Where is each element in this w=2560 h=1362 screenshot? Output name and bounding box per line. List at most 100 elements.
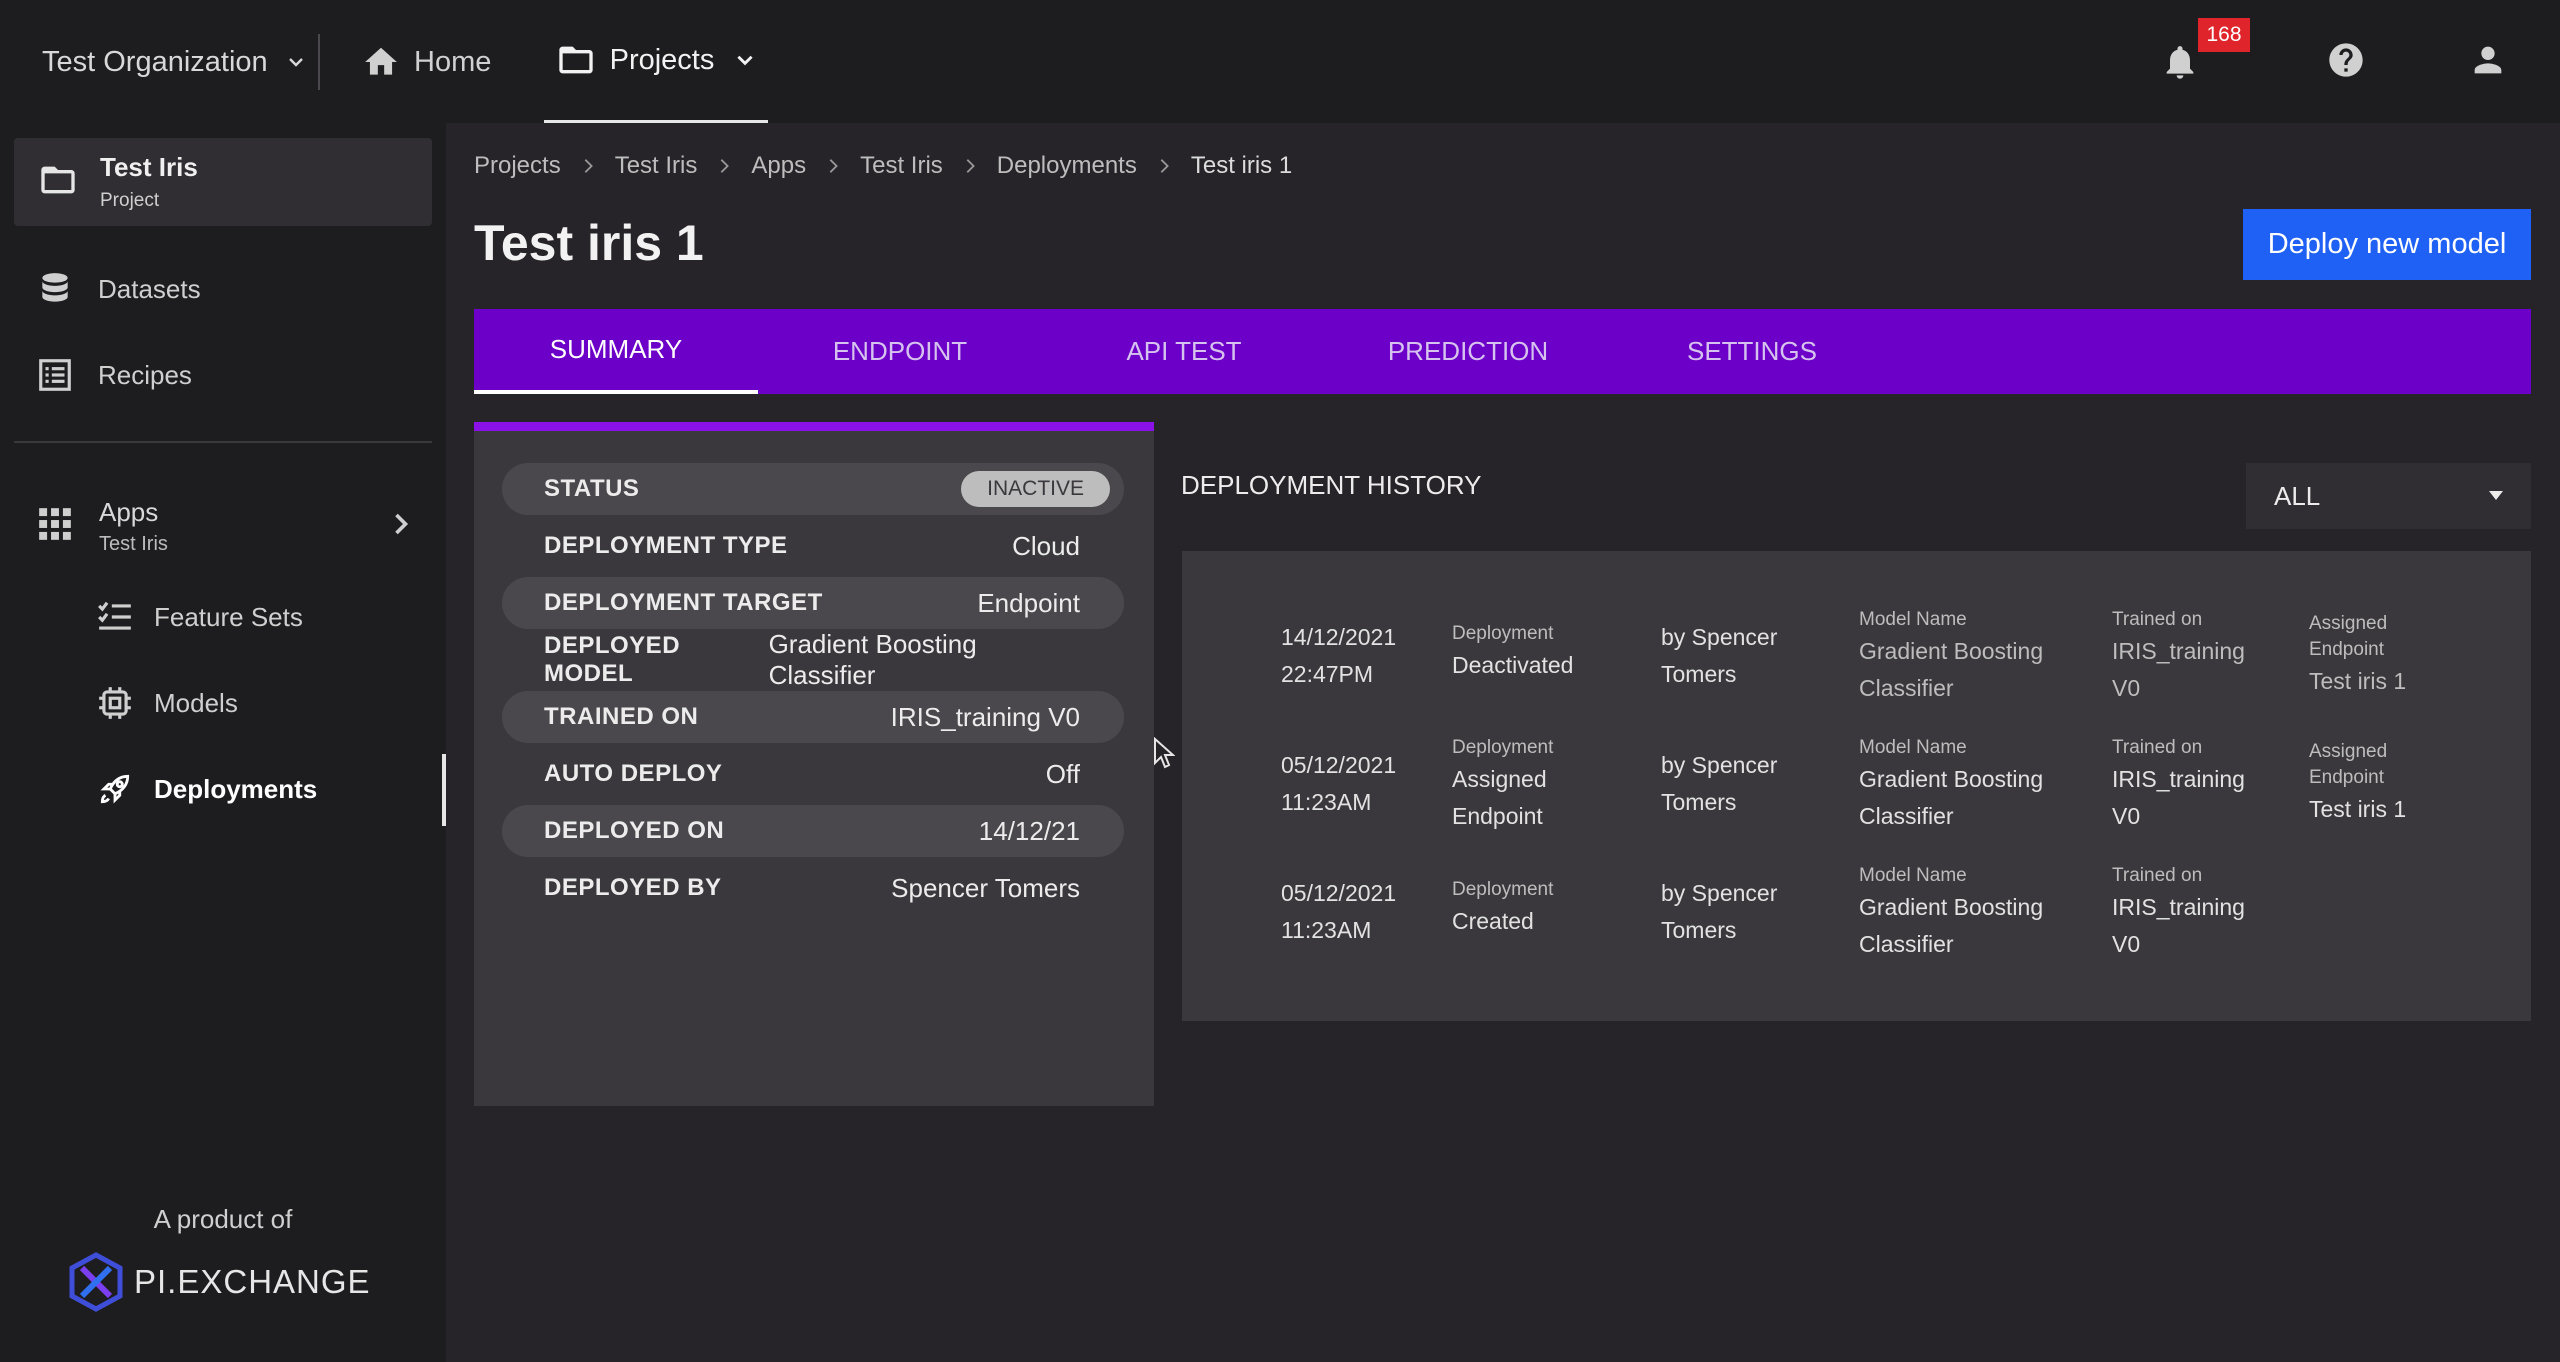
- history-model-value: Classifier: [1859, 931, 1954, 957]
- deployment-history-panel: 14/12/2021 22:47PM Deployment Deactivate…: [1182, 551, 2531, 1021]
- sidebar-project-card[interactable]: Test Iris Project: [14, 138, 432, 226]
- summary-key: DEPLOYMENT TARGET: [544, 589, 823, 616]
- history-trained-value: IRIS_training: [2112, 894, 2245, 920]
- tab-prediction[interactable]: PREDICTION: [1387, 336, 1549, 366]
- breadcrumb-project[interactable]: Test Iris: [614, 152, 698, 179]
- deployment-history-title: DEPLOYMENT HISTORY: [1181, 470, 1482, 500]
- nav-home[interactable]: Home: [362, 38, 491, 86]
- history-model-value: Classifier: [1859, 675, 1954, 701]
- history-date: 05/12/2021: [1281, 880, 1397, 906]
- nav-projects[interactable]: Projects: [544, 0, 768, 123]
- history-trained-value: V0: [2112, 675, 2141, 701]
- history-event-value: Created: [1452, 908, 1534, 934]
- history-datetime: 14/12/2021 22:47PM: [1281, 619, 1396, 693]
- sidebar-item-deployments[interactable]: Deployments: [96, 765, 317, 813]
- checklist-icon: [98, 601, 131, 630]
- summary-value: Endpoint: [977, 587, 1080, 618]
- history-endpoint-label: Endpoint: [2309, 767, 2385, 788]
- summary-row-status: STATUS INACTIVE: [502, 463, 1124, 515]
- help-icon[interactable]: [2326, 40, 2366, 80]
- summary-key: DEPLOYMENT TYPE: [544, 532, 788, 559]
- summary-value: IRIS_training V0: [890, 701, 1080, 732]
- tab-summary[interactable]: SUMMARY: [474, 309, 758, 394]
- notification-bell-icon[interactable]: [2160, 42, 2200, 82]
- tab-settings[interactable]: SETTINGS: [1686, 336, 1817, 366]
- chip-icon: [99, 687, 131, 719]
- chevron-right-icon: [584, 159, 593, 173]
- history-trained-value: V0: [2112, 931, 2141, 957]
- chevron-down-icon[interactable]: [734, 49, 756, 71]
- summary-key: AUTO DEPLOY: [544, 760, 723, 787]
- notification-count-badge: 168: [2198, 18, 2250, 52]
- history-endpoint-value: Test iris 1: [2309, 796, 2407, 822]
- summary-row: DEPLOYED BY Spencer Tomers: [502, 862, 1124, 914]
- top-bar: Test Organization Home Projects 168: [0, 0, 2560, 123]
- summary-value: Cloud: [1012, 530, 1080, 561]
- history-by-line: Tomers: [1661, 917, 1737, 943]
- history-trained-value: IRIS_training: [2112, 638, 2245, 664]
- history-event-value: Endpoint: [1452, 803, 1543, 829]
- sidebar-item-recipes[interactable]: Recipes: [36, 351, 192, 399]
- history-event: Deployment Assigned Endpoint: [1452, 735, 1553, 835]
- history-endpoint: Assigned Endpoint Test iris 1: [2309, 739, 2406, 828]
- history-trained: Trained on IRIS_training V0: [2112, 735, 2245, 835]
- active-indicator: [442, 754, 446, 826]
- history-endpoint-label: Endpoint: [2309, 639, 2385, 660]
- history-by-line: Tomers: [1661, 661, 1737, 687]
- tab-bar: SUMMARY ENDPOINT API TEST PREDICTION SET…: [474, 309, 2531, 394]
- sidebar-item-feature-sets[interactable]: Feature Sets: [96, 593, 303, 641]
- history-trained-value: IRIS_training: [2112, 766, 2245, 792]
- history-event: Deployment Created: [1452, 877, 1553, 940]
- history-model: Model Name Gradient Boosting Classifier: [1859, 735, 2043, 835]
- mouse-cursor-icon: [1154, 737, 1175, 769]
- history-model-value: Gradient Boosting: [1859, 638, 2044, 664]
- chevron-right-icon: [721, 159, 730, 173]
- folder-open-icon: [558, 46, 593, 74]
- summary-key: TRAINED ON: [544, 703, 699, 730]
- summary-row: DEPLOYMENT TYPE Cloud: [502, 520, 1124, 572]
- history-endpoint-value: Test iris 1: [2309, 668, 2407, 694]
- tab-endpoint[interactable]: ENDPOINT: [832, 336, 968, 366]
- organization-selector[interactable]: Test Organization: [42, 40, 306, 84]
- history-by: by Spencer Tomers: [1661, 875, 1777, 949]
- history-filter-value: ALL: [2274, 480, 2321, 511]
- sidebar-item-apps[interactable]: Apps Test Iris: [36, 493, 416, 561]
- sidebar-item-label: Datasets: [98, 273, 201, 304]
- divider: [318, 34, 320, 90]
- sidebar-item-models[interactable]: Models: [96, 679, 238, 727]
- breadcrumb-deployments[interactable]: Deployments: [996, 152, 1137, 179]
- history-model-label: Model Name: [1859, 609, 1967, 630]
- user-account-icon[interactable]: [2468, 40, 2508, 80]
- sidebar-item-label: Feature Sets: [154, 601, 303, 632]
- history-trained-label: Trained on: [2112, 737, 2203, 758]
- history-endpoint-label: Assigned: [2309, 613, 2388, 634]
- summary-value: Off: [1045, 758, 1080, 789]
- history-endpoint-label: Assigned: [2309, 741, 2388, 762]
- breadcrumb-apps[interactable]: Apps: [751, 152, 807, 179]
- history-time: 11:23AM: [1281, 917, 1372, 943]
- nav-home-label: Home: [414, 45, 492, 78]
- rocket-icon: [100, 774, 130, 804]
- project-title: Test Iris: [100, 152, 198, 182]
- history-trained-label: Trained on: [2112, 865, 2203, 886]
- sidebar-item-datasets[interactable]: Datasets: [36, 265, 201, 313]
- deploy-new-model-button[interactable]: Deploy new model: [2243, 209, 2531, 280]
- sidebar-item-label: Deployments: [154, 773, 318, 804]
- breadcrumb-projects[interactable]: Projects: [474, 152, 561, 179]
- history-filter-select[interactable]: ALL: [2246, 463, 2531, 529]
- history-date: 05/12/2021: [1281, 752, 1397, 778]
- history-event-label: Deployment: [1452, 737, 1554, 758]
- breadcrumb-app[interactable]: Test Iris: [860, 152, 943, 179]
- summary-row: AUTO DEPLOY Off: [502, 748, 1124, 800]
- history-model: Model Name Gradient Boosting Classifier: [1859, 607, 2043, 707]
- tab-api-test[interactable]: API TEST: [1126, 336, 1242, 366]
- history-by-line: by Spencer: [1661, 880, 1778, 906]
- history-time: 22:47PM: [1281, 661, 1374, 687]
- database-icon: [42, 273, 68, 302]
- history-datetime: 05/12/2021 11:23AM: [1281, 875, 1396, 949]
- summary-row: DEPLOYED MODEL Gradient Boosting Classif…: [502, 629, 1124, 690]
- history-trained-label: Trained on: [2112, 609, 2203, 630]
- history-time: 11:23AM: [1281, 789, 1372, 815]
- home-icon: [365, 47, 397, 75]
- chevron-down-icon: [288, 58, 303, 67]
